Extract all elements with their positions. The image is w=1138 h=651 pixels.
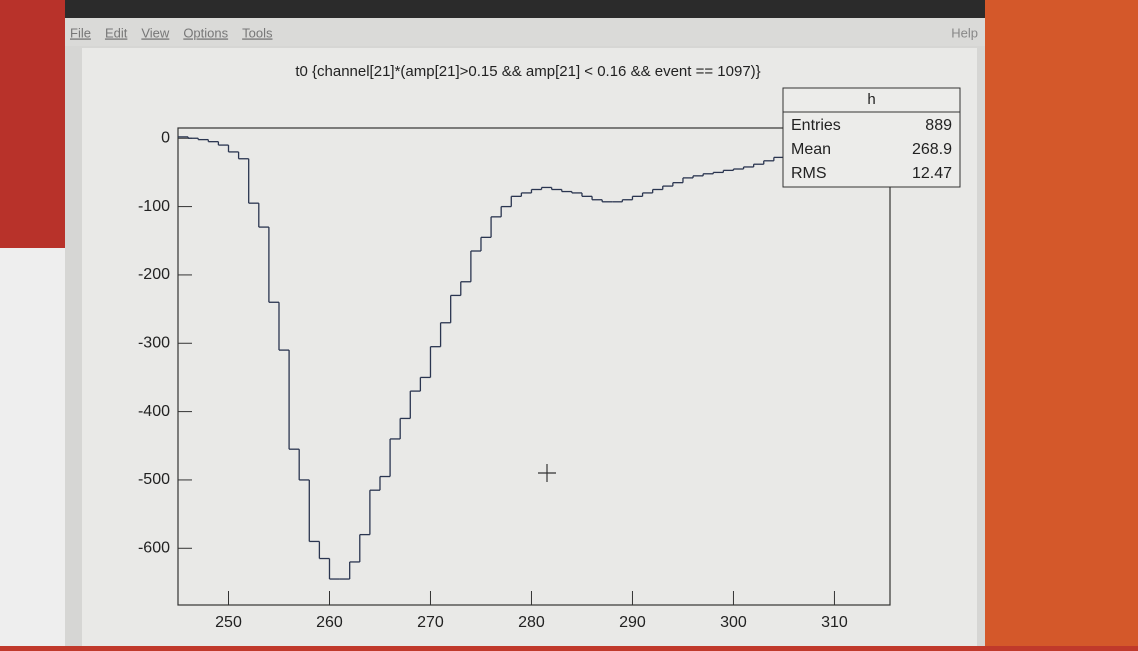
- y-tick-label: -100: [138, 198, 170, 215]
- chart-title: t0 {channel[21]*(amp[21]>0.15 && amp[21]…: [295, 63, 760, 80]
- stats-value: 889: [925, 117, 952, 134]
- x-tick-label: 290: [619, 614, 646, 631]
- x-tick-label: 300: [720, 614, 747, 631]
- x-tick-label: 310: [821, 614, 848, 631]
- menu-bar: [65, 18, 985, 46]
- x-tick-label: 280: [518, 614, 545, 631]
- y-tick-label: -500: [138, 471, 170, 488]
- stats-box: [782, 87, 961, 188]
- y-tick-label: -300: [138, 334, 170, 351]
- y-tick-label: -200: [138, 266, 170, 283]
- menu-item[interactable]: Tools: [242, 25, 273, 40]
- stats-label: Mean: [791, 141, 831, 158]
- stats-label: Entries: [791, 117, 841, 134]
- menu-item[interactable]: Options: [183, 25, 228, 40]
- backdrop-left: [0, 248, 70, 646]
- stats-label: RMS: [791, 165, 827, 182]
- stats-title: h: [867, 91, 875, 108]
- x-tick-label: 270: [417, 614, 444, 631]
- menu-item[interactable]: File: [70, 25, 91, 40]
- menu-item[interactable]: Help: [951, 25, 978, 40]
- y-tick-label: -600: [138, 539, 170, 556]
- plot-frame: [177, 127, 891, 606]
- menu-item[interactable]: Edit: [105, 25, 128, 40]
- x-tick-label: 250: [215, 614, 242, 631]
- y-tick-label: 0: [161, 129, 170, 146]
- backdrop-right: [985, 0, 1138, 646]
- menu-item[interactable]: View: [141, 25, 170, 40]
- stats-value: 268.9: [912, 141, 952, 158]
- y-tick-label: -400: [138, 403, 170, 420]
- x-tick-label: 260: [316, 614, 343, 631]
- stats-value: 12.47: [912, 165, 952, 182]
- crosshair: [538, 464, 556, 482]
- title-bar: [65, 0, 985, 18]
